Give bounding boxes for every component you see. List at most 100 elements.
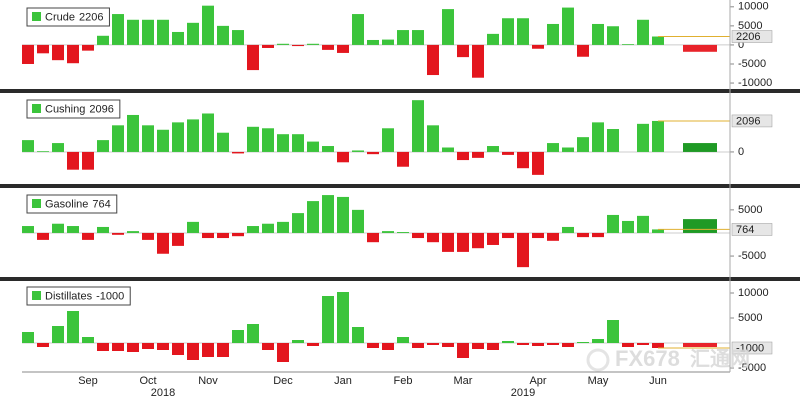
bar xyxy=(397,337,409,343)
bar xyxy=(592,23,604,45)
bar xyxy=(427,343,439,345)
panel-separator xyxy=(0,89,800,93)
bar xyxy=(202,232,214,239)
bar xyxy=(547,143,559,152)
bar xyxy=(502,151,514,155)
bar xyxy=(157,129,169,152)
bar xyxy=(142,125,154,152)
bar xyxy=(577,44,589,57)
bar xyxy=(487,343,499,350)
bar xyxy=(97,343,109,351)
bar xyxy=(232,232,244,237)
bar xyxy=(577,342,589,343)
bar xyxy=(292,134,304,152)
x-tick-label: Dec xyxy=(273,375,293,387)
bar xyxy=(532,232,544,239)
y-tick-label: 10000 xyxy=(738,287,769,299)
bar xyxy=(67,311,79,343)
x-tick-label: Feb xyxy=(394,375,413,387)
legend: Gasoline 764 xyxy=(26,194,118,214)
x-tick-label: Mar xyxy=(454,375,473,387)
bar xyxy=(142,343,154,349)
bar xyxy=(487,146,499,152)
latest-label: -1000 xyxy=(736,342,764,354)
bar xyxy=(127,343,139,352)
bar xyxy=(217,132,229,152)
bar xyxy=(592,232,604,238)
legend-label: Cushing xyxy=(45,103,85,115)
legend-box xyxy=(26,194,118,214)
legend-swatch xyxy=(32,104,41,113)
bar xyxy=(502,232,514,239)
bar xyxy=(637,343,649,345)
bar xyxy=(607,26,619,45)
x-tick-label: Sep xyxy=(78,375,98,387)
bar xyxy=(562,226,574,233)
legend-value: 2206 xyxy=(79,11,103,23)
panel-separator xyxy=(0,184,800,188)
bar xyxy=(157,19,169,45)
bar xyxy=(382,231,394,233)
bar xyxy=(622,220,634,233)
bar xyxy=(97,226,109,233)
bar xyxy=(322,195,334,233)
bar xyxy=(577,137,589,152)
bar xyxy=(262,343,274,350)
bar xyxy=(337,196,349,233)
bar xyxy=(277,134,289,152)
bar xyxy=(127,19,139,45)
bar xyxy=(412,100,424,152)
bar xyxy=(547,232,559,241)
bar xyxy=(397,232,409,233)
bar xyxy=(487,232,499,245)
bar xyxy=(52,143,64,152)
bar xyxy=(247,324,259,343)
watermark-logo xyxy=(586,348,610,372)
bar xyxy=(232,151,244,154)
bar xyxy=(562,147,574,152)
bar xyxy=(187,22,199,45)
bar xyxy=(397,151,409,167)
bar xyxy=(532,343,544,346)
bar xyxy=(307,201,319,233)
bar xyxy=(112,232,124,235)
bar xyxy=(457,44,469,58)
summary-bar xyxy=(683,343,717,347)
bar xyxy=(292,340,304,343)
bar xyxy=(127,231,139,233)
bar xyxy=(652,120,664,152)
bar xyxy=(37,151,49,152)
summary-bar xyxy=(683,143,717,152)
y-tick-label: 5000 xyxy=(738,312,762,324)
bar xyxy=(337,292,349,343)
bar xyxy=(502,341,514,343)
bar xyxy=(217,343,229,357)
watermark: FX678 xyxy=(615,346,680,371)
bar xyxy=(562,343,574,347)
legend-swatch xyxy=(32,12,41,21)
bar xyxy=(502,18,514,45)
bar xyxy=(37,232,49,240)
bar xyxy=(157,343,169,350)
bar xyxy=(472,44,484,78)
legend: Cushing 2096 xyxy=(26,99,121,119)
bar xyxy=(472,343,484,349)
bar xyxy=(307,141,319,152)
bar xyxy=(217,25,229,45)
legend: Crude 2206 xyxy=(26,7,110,27)
bar xyxy=(277,343,289,362)
latest-label: 2096 xyxy=(736,115,760,127)
bar xyxy=(247,226,259,233)
y-tick-label: -5000 xyxy=(738,250,766,262)
legend-value: 764 xyxy=(92,198,110,210)
x-tick-label: May xyxy=(588,375,609,387)
bar xyxy=(67,151,79,170)
panel-separator xyxy=(0,277,800,281)
x-tick-label: Jan xyxy=(334,375,352,387)
x-tick-label: Oct xyxy=(139,375,156,387)
y-tick-label: 5000 xyxy=(738,20,762,32)
bar xyxy=(637,215,649,233)
bar xyxy=(547,343,559,345)
legend-box xyxy=(26,99,121,119)
bar xyxy=(112,343,124,351)
